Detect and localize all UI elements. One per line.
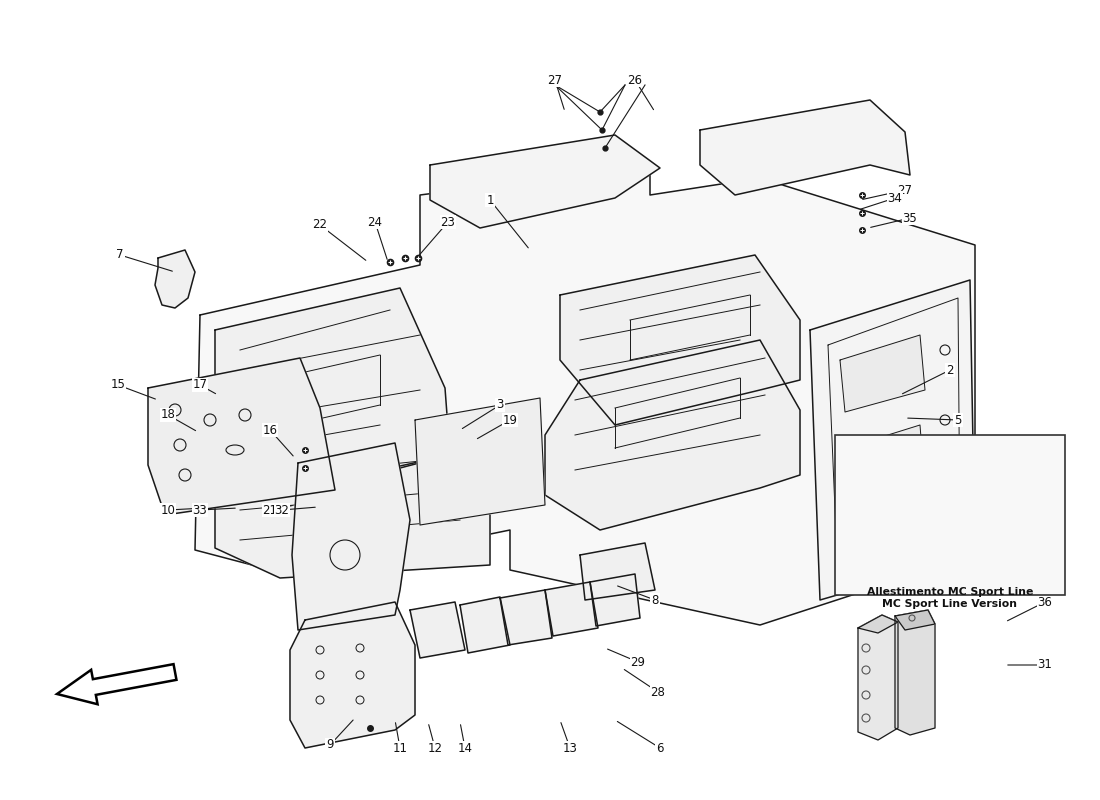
- Text: 33: 33: [192, 503, 208, 517]
- Text: 2: 2: [946, 363, 954, 377]
- Polygon shape: [858, 615, 898, 633]
- Text: 24: 24: [367, 215, 383, 229]
- Text: 18: 18: [161, 409, 175, 422]
- Polygon shape: [148, 358, 336, 515]
- Polygon shape: [895, 610, 935, 630]
- Text: 9: 9: [327, 738, 333, 751]
- Text: 11: 11: [393, 742, 407, 754]
- Text: 14: 14: [458, 742, 473, 754]
- Polygon shape: [155, 250, 195, 308]
- Text: 16: 16: [263, 423, 277, 437]
- Text: 25: 25: [911, 482, 925, 494]
- Text: 34: 34: [888, 191, 902, 205]
- Text: 21: 21: [263, 503, 277, 517]
- Text: 3: 3: [496, 398, 504, 411]
- Text: 36: 36: [1037, 595, 1053, 609]
- Polygon shape: [590, 574, 640, 626]
- Text: 5: 5: [955, 414, 961, 426]
- Text: 35: 35: [903, 211, 917, 225]
- Polygon shape: [840, 425, 925, 512]
- Text: 4: 4: [955, 443, 961, 457]
- Polygon shape: [460, 597, 510, 653]
- Polygon shape: [840, 335, 925, 412]
- Text: 17: 17: [192, 378, 208, 391]
- Text: 22: 22: [312, 218, 328, 231]
- Polygon shape: [895, 610, 935, 735]
- Text: 15: 15: [111, 378, 125, 391]
- Text: 28: 28: [650, 686, 666, 698]
- Text: 7: 7: [117, 249, 123, 262]
- Polygon shape: [290, 602, 415, 748]
- Text: 12: 12: [428, 742, 442, 754]
- Polygon shape: [700, 100, 910, 195]
- Polygon shape: [214, 288, 450, 488]
- Text: 27: 27: [898, 183, 913, 197]
- Polygon shape: [580, 543, 654, 600]
- Text: 23: 23: [441, 215, 455, 229]
- FancyArrow shape: [57, 664, 176, 704]
- Polygon shape: [410, 602, 465, 658]
- Text: 1: 1: [486, 194, 494, 206]
- Polygon shape: [430, 135, 660, 228]
- Text: 10: 10: [161, 503, 175, 517]
- Text: 8: 8: [651, 594, 659, 606]
- Polygon shape: [292, 443, 410, 630]
- Polygon shape: [560, 255, 800, 425]
- Polygon shape: [858, 615, 898, 740]
- Text: 6: 6: [657, 742, 663, 754]
- Text: 26: 26: [627, 74, 642, 86]
- Text: 20: 20: [911, 522, 925, 534]
- Polygon shape: [415, 398, 544, 525]
- Text: 29: 29: [630, 655, 646, 669]
- Text: 31: 31: [1037, 658, 1053, 671]
- Text: 13: 13: [562, 742, 578, 754]
- FancyBboxPatch shape: [835, 435, 1065, 595]
- Polygon shape: [810, 280, 975, 600]
- Text: 27: 27: [548, 74, 562, 86]
- Polygon shape: [195, 165, 975, 625]
- Text: a passion for motorsport since 1985: a passion for motorsport since 1985: [276, 498, 704, 522]
- Polygon shape: [500, 590, 552, 645]
- Polygon shape: [544, 340, 800, 530]
- Text: 32: 32: [275, 503, 289, 517]
- Text: 21TUNERS: 21TUNERS: [236, 389, 744, 471]
- Text: Allestimento MC Sport Line
MC Sport Line Version: Allestimento MC Sport Line MC Sport Line…: [867, 587, 1033, 609]
- Polygon shape: [214, 455, 490, 578]
- Text: 19: 19: [503, 414, 517, 426]
- Polygon shape: [544, 582, 598, 636]
